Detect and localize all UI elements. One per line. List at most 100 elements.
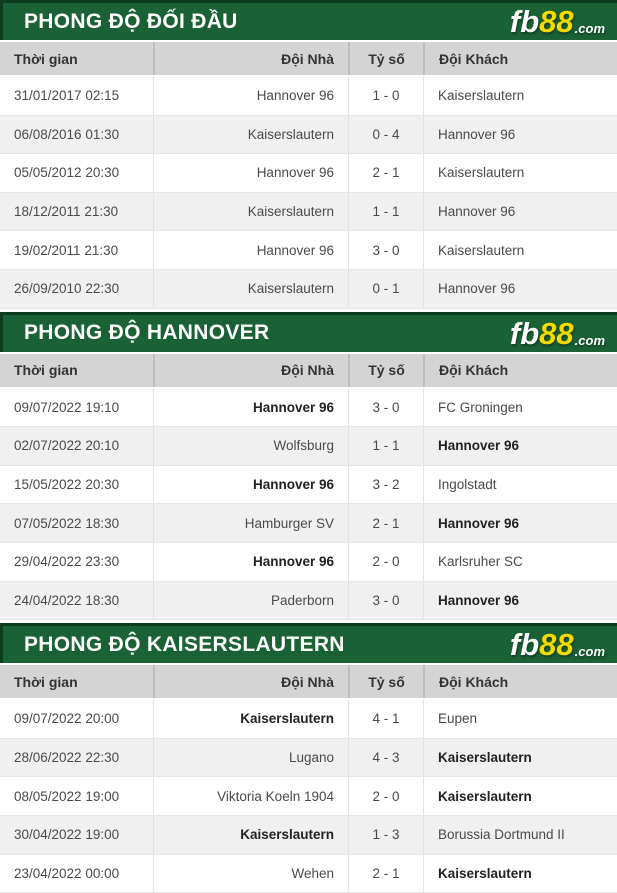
match-row: 19/02/2011 21:30 Hannover 96 3 - 0 Kaise…: [0, 231, 617, 270]
away-team: Hannover 96: [423, 427, 617, 465]
away-team: Borussia Dortmund II: [423, 816, 617, 854]
match-row: 26/09/2010 22:30 Kaiserslautern 0 - 1 Ha…: [0, 270, 617, 309]
logo-88-text: 88: [539, 318, 573, 349]
match-time: 30/04/2022 19:00: [0, 816, 153, 854]
away-team: Kaiserslautern: [423, 231, 617, 269]
match-row: 05/05/2012 20:30 Hannover 96 2 - 1 Kaise…: [0, 154, 617, 193]
away-team: Kaiserslautern: [423, 777, 617, 815]
match-time: 15/05/2022 20:30: [0, 466, 153, 504]
match-row: 09/07/2022 20:00 Kaiserslautern 4 - 1 Eu…: [0, 700, 617, 739]
match-row: 18/12/2011 21:30 Kaiserslautern 1 - 1 Ha…: [0, 193, 617, 232]
home-team: Hannover 96: [153, 543, 348, 581]
match-score: 1 - 3: [348, 816, 423, 854]
column-header-score: Tỷ số: [348, 42, 423, 75]
match-row: 02/07/2022 20:10 Wolfsburg 1 - 1 Hannove…: [0, 427, 617, 466]
match-score: 3 - 0: [348, 389, 423, 427]
home-team: Kaiserslautern: [153, 193, 348, 231]
away-team: Hannover 96: [423, 582, 617, 620]
match-score: 1 - 1: [348, 193, 423, 231]
match-row: 07/05/2022 18:30 Hamburger SV 2 - 1 Hann…: [0, 504, 617, 543]
column-header-time: Thời gian: [0, 354, 153, 387]
table-header-row: Thời gian Đội Nhà Tỷ số Đội Khách: [0, 354, 617, 387]
column-header-time: Thời gian: [0, 42, 153, 75]
home-team: Kaiserslautern: [153, 816, 348, 854]
home-team: Hannover 96: [153, 77, 348, 115]
match-time: 09/07/2022 20:00: [0, 700, 153, 738]
match-time: 09/07/2022 19:10: [0, 389, 153, 427]
away-team: Hannover 96: [423, 504, 617, 542]
home-team: Hannover 96: [153, 389, 348, 427]
match-row: 24/04/2022 18:30 Paderborn 3 - 0 Hannove…: [0, 582, 617, 621]
match-time: 02/07/2022 20:10: [0, 427, 153, 465]
away-team: Eupen: [423, 700, 617, 738]
table-header-row: Thời gian Đội Nhà Tỷ số Đội Khách: [0, 42, 617, 75]
match-time: 24/04/2022 18:30: [0, 582, 153, 620]
match-time: 07/05/2022 18:30: [0, 504, 153, 542]
column-header-time: Thời gian: [0, 665, 153, 698]
logo-fb-text: fb: [510, 629, 539, 660]
match-score: 3 - 0: [348, 231, 423, 269]
away-team: Hannover 96: [423, 193, 617, 231]
home-team: Kaiserslautern: [153, 116, 348, 154]
home-team: Paderborn: [153, 582, 348, 620]
column-header-away: Đội Khách: [423, 665, 617, 698]
match-score: 4 - 3: [348, 739, 423, 777]
column-header-home: Đội Nhà: [153, 354, 348, 387]
column-header-home: Đội Nhà: [153, 42, 348, 75]
match-score: 0 - 1: [348, 270, 423, 308]
home-team: Kaiserslautern: [153, 270, 348, 308]
match-row: 31/01/2017 02:15 Hannover 96 1 - 0 Kaise…: [0, 77, 617, 116]
match-row: 30/04/2022 19:00 Kaiserslautern 1 - 3 Bo…: [0, 816, 617, 855]
away-team: Kaiserslautern: [423, 154, 617, 192]
section-title: PHONG ĐỘ HANNOVER: [24, 321, 269, 345]
match-score: 0 - 4: [348, 116, 423, 154]
logo-88-text: 88: [539, 629, 573, 660]
section-title: PHONG ĐỘ ĐỐI ĐẦU: [24, 10, 238, 34]
match-row: 06/08/2016 01:30 Kaiserslautern 0 - 4 Ha…: [0, 116, 617, 155]
away-team: Kaiserslautern: [423, 855, 617, 893]
section-title: PHONG ĐỘ KAISERSLAUTERN: [24, 633, 345, 657]
match-row: 28/06/2022 22:30 Lugano 4 - 3 Kaiserslau…: [0, 739, 617, 778]
logo-fb-text: fb: [510, 6, 539, 37]
match-row: 23/04/2022 00:00 Wehen 2 - 1 Kaiserslaut…: [0, 855, 617, 893]
match-time: 05/05/2012 20:30: [0, 154, 153, 192]
table-header-row: Thời gian Đội Nhà Tỷ số Đội Khách: [0, 665, 617, 698]
match-score: 4 - 1: [348, 700, 423, 738]
home-team: Kaiserslautern: [153, 700, 348, 738]
match-score: 2 - 1: [348, 154, 423, 192]
away-team: Hannover 96: [423, 116, 617, 154]
match-time: 19/02/2011 21:30: [0, 231, 153, 269]
logo-fb-text: fb: [510, 318, 539, 349]
logo-com-text: .com: [575, 645, 605, 660]
column-header-home: Đội Nhà: [153, 665, 348, 698]
home-team: Wehen: [153, 855, 348, 893]
match-score: 2 - 0: [348, 543, 423, 581]
match-score: 2 - 1: [348, 855, 423, 893]
match-row: 15/05/2022 20:30 Hannover 96 3 - 2 Ingol…: [0, 466, 617, 505]
home-team: Hannover 96: [153, 154, 348, 192]
match-score: 1 - 0: [348, 77, 423, 115]
home-team: Hannover 96: [153, 231, 348, 269]
logo-88-text: 88: [539, 6, 573, 37]
home-team: Hannover 96: [153, 466, 348, 504]
match-time: 29/04/2022 23:30: [0, 543, 153, 581]
match-time: 26/09/2010 22:30: [0, 270, 153, 308]
match-row: 09/07/2022 19:10 Hannover 96 3 - 0 FC Gr…: [0, 389, 617, 428]
column-header-away: Đội Khách: [423, 354, 617, 387]
match-score: 2 - 1: [348, 504, 423, 542]
logo-com-text: .com: [575, 334, 605, 349]
away-team: Hannover 96: [423, 270, 617, 308]
home-team: Wolfsburg: [153, 427, 348, 465]
logo-com-text: .com: [575, 22, 605, 37]
match-row: 29/04/2022 23:30 Hannover 96 2 - 0 Karls…: [0, 543, 617, 582]
home-team: Lugano: [153, 739, 348, 777]
match-score: 3 - 2: [348, 466, 423, 504]
match-time: 06/08/2016 01:30: [0, 116, 153, 154]
